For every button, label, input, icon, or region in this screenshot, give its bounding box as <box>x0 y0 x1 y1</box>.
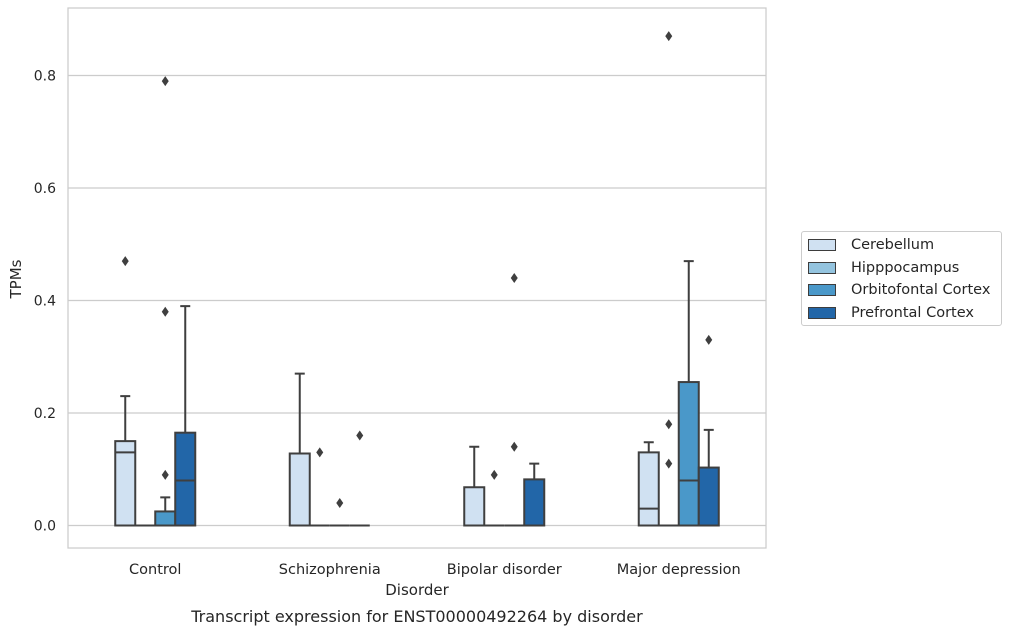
box-cerebellum <box>463 445 486 527</box>
legend-item-hippocampus: Hipppocampus <box>808 258 959 278</box>
outlier-point <box>705 334 713 345</box>
grid-lines <box>68 74 766 527</box>
legend-label-cerebellum: Cerebellum <box>851 237 935 253</box>
x-axis-label: Disorder <box>385 581 449 599</box>
box-cerebellum <box>637 441 660 527</box>
outlier-point <box>665 419 673 430</box>
legend-label-orbitofrontal: Orbitofontal Cortex <box>851 282 991 298</box>
box-prefrontal-cortex <box>697 334 720 527</box>
outlier-point <box>161 76 169 87</box>
box-prefrontal-cortex <box>174 305 197 527</box>
outlier-point <box>121 256 129 267</box>
box-prefrontal-cortex <box>523 462 546 527</box>
legend: Cerebellum Hipppocampus Orbitofontal Cor… <box>801 231 1002 326</box>
y-tick-label: 0.4 <box>34 294 56 310</box>
legend-item-cerebellum: Cerebellum <box>808 235 934 255</box>
box-orbitofontal-cortex <box>504 273 525 527</box>
box-body <box>637 451 660 527</box>
outlier-point <box>510 441 518 452</box>
box-body <box>174 431 197 527</box>
legend-swatch-hippocampus <box>808 262 836 274</box>
legend-swatch-prefrontal <box>808 307 836 319</box>
box-body <box>677 381 700 527</box>
box-hipppocampus <box>484 469 505 527</box>
axis-ticks: 0.0 0.2 0.4 0.6 0.8 Control Schizophrenia Bipol… <box>34 69 741 579</box>
legend-swatch-cerebellum <box>808 239 836 251</box>
box-hipppocampus <box>309 447 330 527</box>
outlier-point <box>665 458 673 469</box>
box-orbitofontal-cortex <box>677 260 700 527</box>
chart-title: Transcript expression for ENST0000049226… <box>190 607 643 626</box>
legend-swatch-orbitofrontal <box>808 284 836 296</box>
outlier-point <box>161 469 169 480</box>
x-tick-label: Major depression <box>617 562 741 578</box>
box-hipppocampus <box>658 31 679 527</box>
x-tick-label: Schizophrenia <box>279 562 381 578</box>
box-body <box>114 440 137 527</box>
box-cerebellum <box>114 256 137 527</box>
outlier-point <box>356 430 364 441</box>
y-tick-label: 0.6 <box>34 181 56 197</box>
outlier-point <box>510 273 518 283</box>
legend-item-prefrontal: Prefrontal Cortex <box>808 303 974 323</box>
legend-item-orbitofrontal: Orbitofontal Cortex <box>808 280 990 300</box>
x-tick-label: Control <box>129 562 181 578</box>
box-body <box>154 510 177 527</box>
outlier-point <box>316 447 324 458</box>
box-body <box>288 452 311 527</box>
box-cerebellum <box>288 372 311 527</box>
outlier-point <box>665 31 673 42</box>
legend-label-hippocampus: Hipppocampus <box>851 260 960 276</box>
y-axis-label: TPMs <box>7 259 25 299</box>
box-body <box>523 478 546 527</box>
box-orbitofontal-cortex <box>329 498 350 527</box>
box-body <box>697 466 720 527</box>
outlier-point <box>336 498 344 508</box>
y-tick-label: 0.2 <box>34 406 56 422</box>
box-prefrontal-cortex <box>349 430 370 527</box>
x-tick-label: Bipolar disorder <box>447 562 562 578</box>
plot-frame <box>67 7 767 549</box>
y-tick-label: 0.8 <box>34 69 56 85</box>
box-orbitofontal-cortex <box>154 76 177 527</box>
outlier-point <box>161 306 169 317</box>
box-body <box>463 486 486 527</box>
y-tick-label: 0.0 <box>34 519 56 535</box>
box-plots <box>114 31 720 527</box>
outlier-point <box>490 469 498 480</box>
legend-label-prefrontal: Prefrontal Cortex <box>851 305 974 321</box>
